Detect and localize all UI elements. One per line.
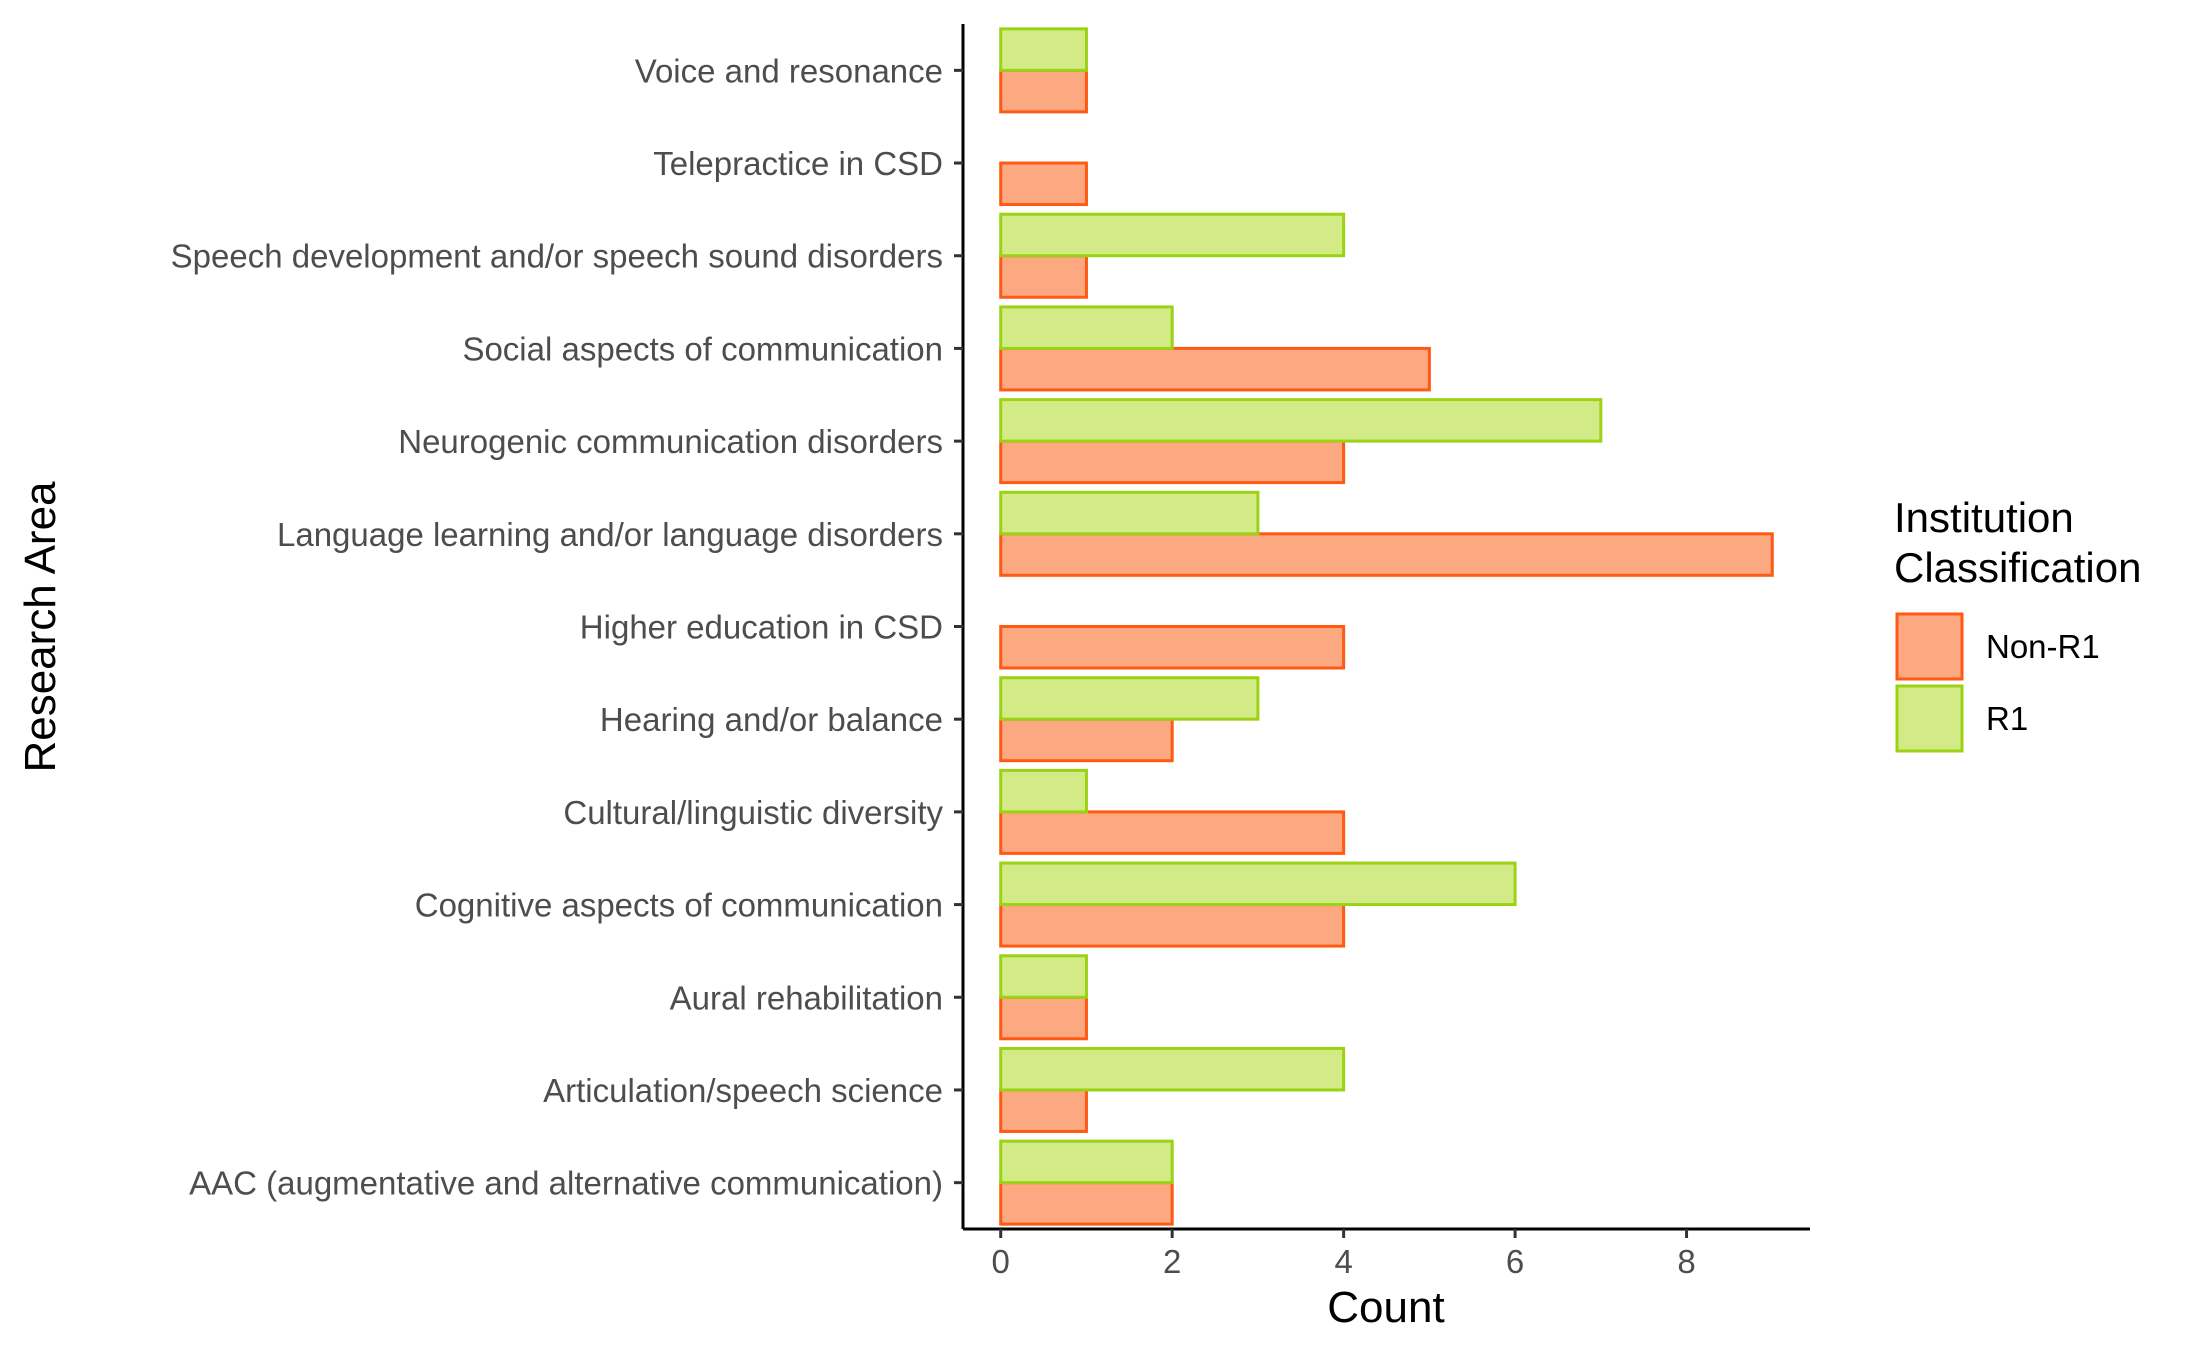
bar-non-r1-social-aspects-of-communication [999, 346, 1431, 392]
legend-title: Institution Classification [1894, 494, 2141, 591]
y-tick-label: AAC (augmentative and alternative commun… [189, 1165, 943, 1202]
legend-label-non-r1: Non-R1 [1986, 628, 2100, 665]
x-tick-label: 6 [1506, 1243, 1524, 1280]
y-tick-label: Cultural/linguistic diversity [563, 794, 943, 831]
y-tick-label: Neurogenic communication disorders [398, 423, 943, 460]
y-axis-title: Research Area [16, 481, 65, 773]
x-ticks: 0 2 4 6 8 [992, 1229, 1696, 1280]
bar-non-r1-telepractice-in-csd [999, 161, 1088, 207]
bar-non-r1-higher-education-in-csd [999, 625, 1346, 670]
bar-non-r1-cognitive-aspects-of-communication [999, 903, 1346, 948]
bar-non-r1-speech-development-and-or-speech-sound-disorders [999, 254, 1088, 299]
x-tick-label: 4 [1334, 1243, 1352, 1280]
y-tick-label: Cognitive aspects of communication [415, 887, 943, 924]
y-ticks: AAC (augmentative and alternative commun… [171, 52, 963, 1202]
bar-non-r1-cultural-linguistic-diversity [999, 810, 1346, 855]
y-tick-label: Social aspects of communication [462, 330, 943, 367]
legend-key-r1 [1895, 684, 1964, 753]
bar-r1-aac-augmentative-and-alternative-communication [999, 1139, 1174, 1185]
bar-r1-cognitive-aspects-of-communication [999, 861, 1517, 907]
bar-r1-social-aspects-of-communication [999, 305, 1174, 350]
y-tick-label: Voice and resonance [635, 52, 943, 89]
bar-r1-speech-development-and-or-speech-sound-disorders [999, 212, 1346, 258]
legend-key-non-r1 [1895, 612, 1964, 681]
x-axis-title: Count [1327, 1283, 1444, 1332]
y-tick-label: Language learning and/or language disord… [277, 516, 943, 553]
legend-label-r1: R1 [1986, 700, 2028, 737]
bar-r1-hearing-and-or-balance [999, 676, 1260, 721]
bar-r1-neurogenic-communication-disorders [999, 398, 1603, 443]
x-tick-label: 2 [1163, 1243, 1181, 1280]
bar-non-r1-aac-augmentative-and-alternative-communication [999, 1181, 1174, 1226]
bar-r1-aural-rehabilitation [999, 954, 1088, 999]
bar-non-r1-neurogenic-communication-disorders [999, 439, 1346, 485]
y-tick-label: Articulation/speech science [543, 1072, 943, 1109]
x-tick-label: 0 [992, 1243, 1010, 1280]
bar-non-r1-language-learning-and-or-language-disorders [999, 532, 1774, 577]
legend: Institution Classification Non-R1 R1 [1894, 494, 2141, 753]
bar-r1-articulation-speech-science [999, 1046, 1346, 1092]
bar-r1-cultural-linguistic-diversity [999, 768, 1088, 814]
y-tick-label: Speech development and/or speech sound d… [171, 238, 943, 275]
bar-non-r1-aural-rehabilitation [999, 995, 1088, 1041]
bar-non-r1-articulation-speech-science [999, 1088, 1088, 1133]
y-tick-label: Aural rehabilitation [670, 979, 943, 1016]
y-tick-label: Higher education in CSD [580, 609, 943, 646]
bar-non-r1-voice-and-resonance [999, 68, 1088, 114]
bars-group [999, 27, 1774, 1226]
x-tick-label: 8 [1677, 1243, 1695, 1280]
bar-non-r1-hearing-and-or-balance [999, 717, 1174, 763]
bar-r1-language-learning-and-or-language-disorders [999, 490, 1260, 536]
y-tick-label: Hearing and/or balance [600, 701, 943, 738]
bar-r1-voice-and-resonance [999, 27, 1088, 72]
y-tick-label: Telepractice in CSD [653, 145, 943, 182]
